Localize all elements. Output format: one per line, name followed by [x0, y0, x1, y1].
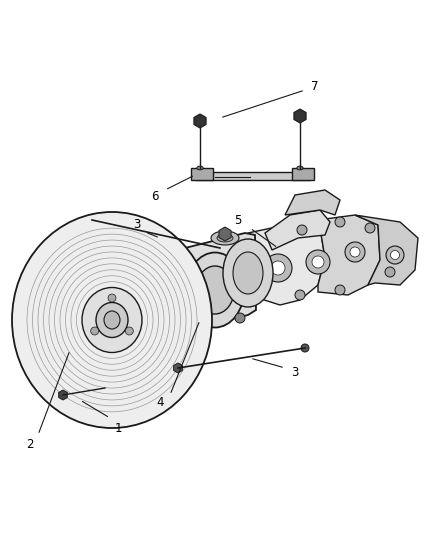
Ellipse shape [217, 234, 233, 242]
Ellipse shape [233, 252, 263, 294]
Polygon shape [174, 363, 182, 373]
Circle shape [345, 242, 365, 262]
Polygon shape [295, 215, 380, 295]
Circle shape [391, 251, 399, 260]
Ellipse shape [186, 253, 244, 327]
Text: 3: 3 [133, 217, 141, 230]
Polygon shape [87, 214, 97, 226]
Circle shape [335, 217, 345, 227]
Circle shape [385, 267, 395, 277]
Ellipse shape [196, 266, 234, 314]
Text: 2: 2 [26, 439, 34, 451]
Ellipse shape [211, 231, 239, 245]
Ellipse shape [12, 212, 212, 428]
Text: 7: 7 [311, 79, 319, 93]
Ellipse shape [104, 311, 120, 329]
Polygon shape [59, 390, 67, 400]
Circle shape [365, 223, 375, 233]
Text: 4: 4 [156, 397, 164, 409]
Circle shape [235, 313, 245, 323]
Circle shape [91, 327, 99, 335]
Circle shape [295, 290, 305, 300]
Circle shape [195, 320, 205, 330]
Circle shape [306, 250, 330, 274]
Polygon shape [194, 114, 206, 128]
Circle shape [125, 327, 133, 335]
Polygon shape [285, 190, 340, 215]
Ellipse shape [297, 166, 303, 170]
Circle shape [386, 246, 404, 264]
Circle shape [350, 247, 360, 257]
Circle shape [312, 256, 324, 268]
Text: 5: 5 [234, 214, 242, 227]
Circle shape [297, 225, 307, 235]
Circle shape [264, 254, 292, 282]
Circle shape [271, 261, 285, 275]
Polygon shape [219, 227, 231, 241]
Circle shape [108, 294, 116, 302]
Ellipse shape [164, 278, 186, 306]
Polygon shape [294, 109, 306, 123]
Ellipse shape [82, 287, 142, 352]
Text: 6: 6 [151, 190, 159, 203]
Ellipse shape [223, 239, 273, 307]
Bar [292, 168, 314, 180]
Polygon shape [215, 243, 224, 253]
Polygon shape [355, 215, 418, 285]
Ellipse shape [96, 303, 128, 337]
Circle shape [301, 344, 309, 352]
Ellipse shape [197, 166, 203, 170]
Polygon shape [265, 210, 330, 250]
Text: 1: 1 [114, 422, 122, 434]
Bar [191, 168, 213, 180]
Polygon shape [168, 233, 256, 330]
Text: 3: 3 [291, 366, 299, 378]
Bar [195, 172, 310, 180]
Polygon shape [240, 223, 325, 305]
Circle shape [335, 285, 345, 295]
Ellipse shape [169, 284, 181, 300]
